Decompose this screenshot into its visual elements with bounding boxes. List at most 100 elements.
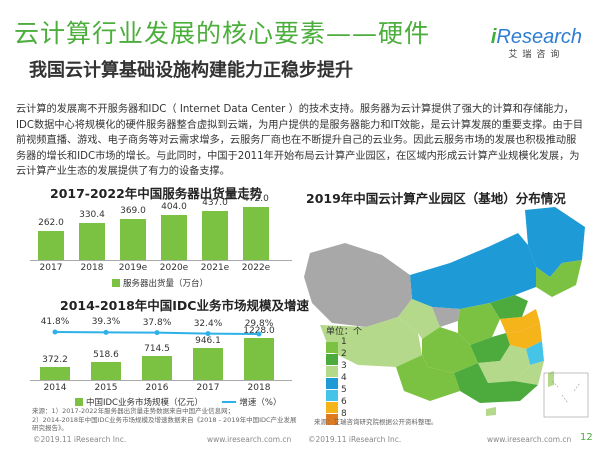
map-region-gansu <box>412 299 460 327</box>
server-category-label: 2019e <box>118 263 148 273</box>
idc-chart-title: 2014-2018年中国IDC业务市场规模及增速 <box>60 298 309 313</box>
server-bar-value: 262.0 <box>38 217 64 228</box>
server-bar-value: 437.0 <box>202 198 228 209</box>
map-legend-label: 8 <box>341 409 347 419</box>
idc-bar-value: 1228.0 <box>243 325 275 336</box>
inset-dashes <box>551 380 581 404</box>
map-region-jilin-liaoning <box>536 260 582 297</box>
idc-growth-label: 41.8% <box>40 317 70 327</box>
idc-legend-line-label: 增速（%） <box>239 398 282 408</box>
legend-swatch-bar <box>112 279 120 287</box>
server-bar-value: 330.4 <box>79 210 105 221</box>
idc-bar <box>91 362 121 380</box>
map-legend-item: 1 <box>326 337 366 353</box>
page-subtitle: 我国云计算基础设施构建能力正稳步提升 <box>29 60 353 81</box>
server-bar-value: 472.0 <box>243 194 269 205</box>
idc-growth-line-svg <box>52 329 262 337</box>
idc-growth-label: 29.8% <box>244 319 274 329</box>
logo-cn: 艾瑞咨询 <box>508 50 565 60</box>
map-legend-item: 2 <box>326 349 366 365</box>
server-category-label: 2018 <box>80 263 104 273</box>
server-bar-value: 369.0 <box>120 205 146 216</box>
idc-bar <box>244 337 274 380</box>
source-note-left: 来源：1）2017-2022年服务器出货量走势数据来自中国产业信息网； 2）20… <box>32 407 297 432</box>
server-bar <box>202 211 228 260</box>
map-legend-swatch <box>326 390 338 401</box>
map-legend-title: 单位：个 <box>326 327 363 337</box>
idc-legend-bar-label: 中国IDC业务市场规模（亿元） <box>86 398 203 408</box>
server-category-label: 2022e <box>241 263 271 273</box>
map-legend-item: 6 <box>326 397 366 413</box>
idc-growth-point <box>256 331 262 337</box>
idc-growth-label: 39.3% <box>91 317 121 328</box>
map-region-guangdong-guangxi <box>454 363 538 403</box>
footer-copyright-left: ©2019.11 iResearch Inc. <box>33 435 127 444</box>
server-bar <box>120 218 146 260</box>
idc-category-label: 2015 <box>94 383 118 393</box>
map-legend-item: 5 <box>326 385 366 401</box>
idc-growth-label: 37.8% <box>142 317 172 328</box>
idc-bar <box>40 367 70 380</box>
idc-growth-point <box>205 331 211 337</box>
page-title: 云计算行业发展的核心要素——硬件 <box>14 19 431 48</box>
map-legend-item: 4 <box>326 373 366 389</box>
map-legend-label: 3 <box>341 361 347 371</box>
footer-url-right[interactable]: www.iresearch.com.cn <box>487 435 572 444</box>
map-legend-item: 8 <box>326 409 366 425</box>
map-legend-swatch <box>326 366 338 377</box>
server-shipment-chart: 262.0 2017 330.4 2018 369.0 2019e 404.0 2020e 43… <box>30 194 310 290</box>
idc-bar <box>142 355 172 380</box>
idc-category-label: 2014 <box>43 383 67 393</box>
server-chart-legend: 服务器出货量（万台） <box>112 277 208 289</box>
map-region-taiwan <box>548 371 554 387</box>
map-region-inner-mongolia <box>410 233 536 309</box>
south-china-sea-inset <box>543 372 589 418</box>
map-region-hebei <box>490 295 528 319</box>
server-bar <box>243 207 269 260</box>
map-legend-label: 6 <box>341 397 347 407</box>
server-category-label: 2017 <box>39 263 63 273</box>
idc-category-label: 2016 <box>145 383 169 393</box>
map-legend-label: 4 <box>341 373 347 383</box>
server-legend-label: 服务器出货量（万台） <box>123 279 209 289</box>
idc-bar <box>193 347 223 380</box>
map-region-fujian <box>514 361 544 385</box>
map-region-shandong <box>500 309 540 333</box>
logo-brand: Research <box>496 26 582 48</box>
idc-bar-value: 714.5 <box>144 343 170 354</box>
page-number: 12 <box>580 432 593 443</box>
server-bar <box>161 214 187 260</box>
server-bar <box>38 230 64 260</box>
idc-growth-point <box>154 330 160 336</box>
logo-i: i <box>490 26 497 48</box>
server-category-label: 2020e <box>159 263 189 273</box>
map-region-shaanxi <box>458 303 500 345</box>
idc-market-chart: 372.2 2014 41.8% 518.6 2015 39.3% 714.5 2016 37.… <box>30 312 310 397</box>
footer-url-left[interactable]: www.iresearch.com.cn <box>207 435 292 444</box>
server-bar <box>79 223 105 260</box>
map-legend-label: 5 <box>341 385 347 395</box>
map-legend-swatch <box>326 378 338 389</box>
server-x-axis <box>30 260 292 261</box>
map-title: 2019年中国云计算产业园区（基地）分布情况 <box>306 191 566 206</box>
idc-growth-label: 32.4% <box>193 318 223 329</box>
map-region-jiangsu <box>506 323 542 349</box>
idc-bar-value: 372.2 <box>42 355 68 366</box>
map-legend-swatch <box>326 342 338 353</box>
server-chart-title: 2017-2022年中国服务器出货量走势 <box>50 186 263 201</box>
map-region-heilongjiang <box>525 207 585 277</box>
source-note-right: 来源：艾瑞咨询研究院根据公开资料整理。 <box>314 418 438 426</box>
idc-bar-value: 518.6 <box>93 350 119 361</box>
idc-chart-legend: 中国IDC业务市场规模（亿元） 增速（%） <box>75 396 281 408</box>
map-region-hainan <box>486 407 496 416</box>
map-legend-swatch <box>326 402 338 413</box>
server-bar-value: 404.0 <box>161 201 187 212</box>
map-region-sichuan <box>422 327 478 373</box>
map-legend-swatch <box>326 414 338 425</box>
body-paragraph: 云计算的发展离不开服务器和IDC（ Internet Data Center ）… <box>16 104 584 178</box>
map-region-zhejiang <box>526 341 544 365</box>
map-region-qinghai <box>398 299 440 339</box>
map-region-tibet <box>320 317 422 367</box>
map-region-hunan-jiangxi <box>478 345 530 383</box>
legend-swatch-line <box>222 401 237 403</box>
